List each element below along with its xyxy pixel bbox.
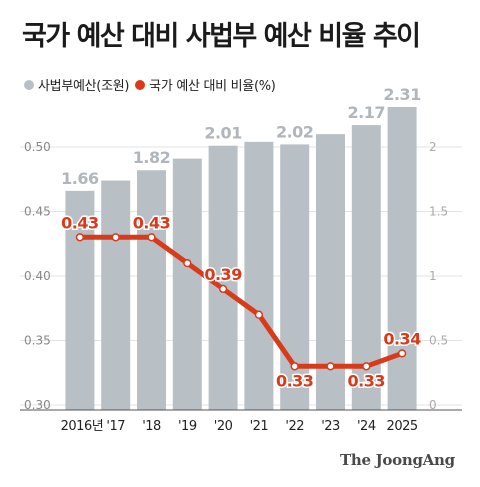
bar	[65, 190, 95, 410]
legend-item-bar: 사법부예산(조원)	[24, 75, 129, 94]
line-value-label: 0.43	[133, 213, 170, 232]
x-tick-label: '18	[142, 419, 161, 434]
line-point	[254, 310, 264, 319]
bar-value-label: 2.02	[276, 122, 313, 141]
legend-line-swatch	[135, 79, 146, 90]
line-point	[326, 362, 335, 371]
line-point	[75, 233, 85, 242]
legend-bar-label: 사법부예산(조원)	[38, 79, 130, 94]
x-tick-label: '24	[357, 419, 376, 434]
bar-value-label: 2.17	[348, 103, 385, 122]
left-axis-tick-label: 0.50	[24, 140, 51, 154]
bar	[244, 141, 274, 410]
line-point	[290, 362, 299, 371]
line-value-label: 0.39	[204, 265, 242, 284]
right-axis-tick-label: 0.5	[429, 334, 448, 348]
bar	[172, 158, 202, 410]
bar	[101, 180, 131, 410]
right-axis-tick-label: 2	[429, 140, 437, 154]
line-series	[77, 234, 405, 369]
line-point	[111, 233, 120, 242]
legend-bar-swatch	[24, 79, 34, 90]
left-axis-tick-label: 0.30	[24, 398, 51, 412]
line-point	[183, 258, 192, 268]
x-tick-label: '19	[178, 419, 197, 434]
x-tick-label: 2025	[387, 419, 418, 434]
line-point	[362, 362, 371, 371]
left-axis-tick-label: 0.40	[24, 269, 51, 283]
line-value-label: 0.34	[383, 329, 421, 348]
x-tick-label: 2016년	[61, 419, 104, 434]
line-point	[218, 284, 228, 294]
line-point	[147, 233, 156, 242]
source-credit: The JoongAng	[340, 451, 455, 469]
chart-title: 국가 예산 대비 사법부 예산 비율 추이	[22, 21, 421, 52]
bar-value-label: 2.31	[383, 85, 421, 104]
right-axis-tick-label: 1.5	[429, 205, 448, 219]
left-axis-tick-label: 0.45	[24, 205, 51, 219]
x-tick-label: '23	[321, 419, 340, 434]
line-value-label: 0.33	[348, 371, 385, 390]
line-point	[397, 349, 407, 358]
bar-value-label: 2.01	[204, 124, 242, 143]
x-tick-label: '21	[250, 419, 269, 434]
legend: 사법부예산(조원) 국가 예산 대비 비율(%)	[24, 75, 282, 94]
bar	[137, 170, 166, 410]
x-tick-label: '20	[214, 419, 233, 434]
x-tick-label: '22	[285, 419, 304, 434]
bar	[387, 107, 417, 410]
legend-item-line: 국가 예산 대비 비율(%)	[135, 75, 276, 94]
bar	[208, 145, 238, 410]
line-value-label: 0.43	[61, 213, 98, 232]
line-value-label: 0.33	[276, 371, 313, 390]
bar-value-label: 1.66	[61, 169, 99, 188]
legend-line-label: 국가 예산 대비 비율(%)	[149, 79, 276, 94]
right-axis-tick-label: 0	[429, 398, 437, 412]
bar-value-label: 1.82	[133, 148, 170, 167]
left-axis-tick-label: 0.35	[24, 334, 51, 348]
x-tick-label: '17	[106, 419, 125, 434]
right-axis-tick-label: 1	[429, 269, 437, 283]
